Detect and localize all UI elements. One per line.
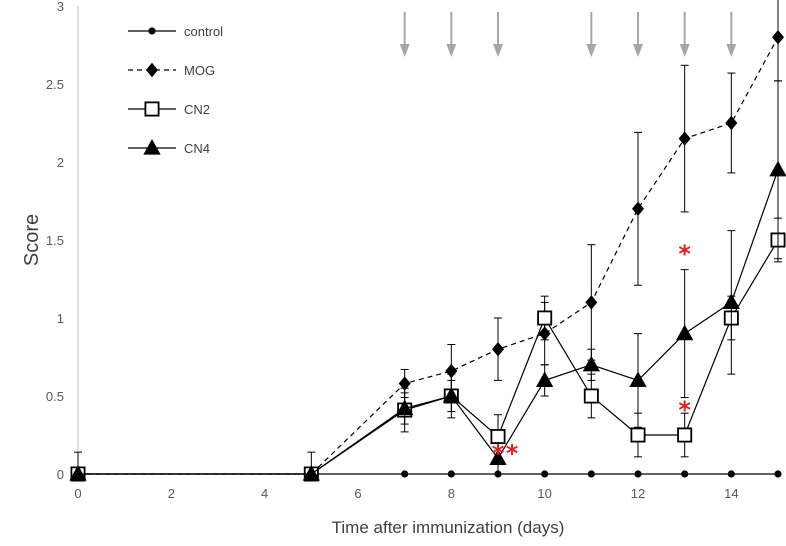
significance-star: * bbox=[492, 439, 505, 467]
data-point bbox=[69, 465, 87, 481]
y-tick-label: 2 bbox=[57, 155, 64, 170]
data-point bbox=[398, 376, 411, 391]
data-point bbox=[587, 470, 595, 478]
x-tick-label: 2 bbox=[168, 486, 175, 501]
x-tick-label: 0 bbox=[74, 486, 81, 501]
injection-arrow bbox=[633, 12, 643, 57]
significance-star: * bbox=[506, 439, 519, 467]
series-line bbox=[78, 169, 779, 475]
x-tick-label: 12 bbox=[631, 486, 645, 501]
data-point bbox=[583, 388, 599, 404]
series-layer bbox=[69, 0, 786, 482]
x-tick-label: 10 bbox=[537, 486, 551, 501]
legend-label: CN2 bbox=[184, 102, 210, 117]
injection-arrow bbox=[493, 12, 503, 57]
data-point bbox=[681, 470, 689, 478]
data-point bbox=[492, 342, 504, 357]
x-tick-label: 8 bbox=[448, 486, 455, 501]
data-point bbox=[489, 449, 507, 465]
significance-star: * bbox=[678, 396, 691, 424]
data-point bbox=[722, 293, 740, 309]
arrow-head bbox=[586, 44, 597, 57]
data-point bbox=[630, 427, 646, 443]
arrow-head bbox=[726, 44, 737, 57]
injection-arrow bbox=[399, 12, 410, 57]
series-mog bbox=[72, 0, 784, 482]
data-point bbox=[541, 470, 549, 478]
data-point bbox=[442, 387, 460, 403]
data-point bbox=[537, 310, 553, 326]
legend-marker bbox=[144, 101, 160, 117]
data-point bbox=[401, 470, 409, 478]
x-tick-label: 14 bbox=[724, 486, 738, 501]
legend-entry-control: control bbox=[128, 24, 223, 39]
legend-entry-cn4: CN4 bbox=[128, 139, 210, 156]
arrow-head bbox=[679, 44, 690, 57]
legend-entry-cn2: CN2 bbox=[128, 101, 210, 117]
significance-star: * bbox=[678, 240, 691, 268]
x-tick-label: 4 bbox=[261, 486, 268, 501]
series-line bbox=[78, 36, 779, 475]
annotations: * *** bbox=[492, 240, 692, 468]
injection-arrow bbox=[446, 12, 457, 57]
data-point bbox=[447, 470, 455, 478]
data-point bbox=[585, 295, 598, 310]
y-tick-label: 1 bbox=[57, 311, 64, 326]
injection-arrow bbox=[726, 12, 737, 57]
data-point bbox=[582, 355, 600, 372]
data-point bbox=[774, 470, 782, 478]
legend-marker bbox=[148, 27, 156, 35]
data-point bbox=[634, 470, 642, 478]
injection-arrow bbox=[586, 12, 597, 57]
series-cn4 bbox=[69, 80, 786, 481]
y-axis-title: Score bbox=[21, 214, 43, 266]
arrow-head bbox=[493, 44, 503, 57]
axes: 0 0.5 1 1.5 2 2.5 3 0 2 4 6 8 10 12 14 bbox=[46, 0, 778, 501]
legend-label: control bbox=[184, 24, 223, 39]
legend-entry-mog: MOG bbox=[128, 62, 215, 78]
data-point bbox=[536, 371, 554, 387]
data-point bbox=[677, 427, 693, 443]
legend-label: MOG bbox=[184, 63, 215, 78]
data-point bbox=[769, 160, 786, 177]
data-point bbox=[676, 324, 694, 341]
y-tick-label: 0 bbox=[57, 467, 64, 482]
legend-marker bbox=[143, 139, 161, 155]
data-point bbox=[302, 465, 320, 481]
arrow-head bbox=[446, 44, 457, 57]
data-point bbox=[632, 201, 644, 216]
arrow-head bbox=[633, 44, 643, 57]
data-point bbox=[678, 131, 691, 146]
series-line bbox=[78, 239, 779, 475]
data-point bbox=[727, 470, 735, 478]
data-point bbox=[772, 30, 784, 45]
y-tick-label: 0.5 bbox=[46, 389, 64, 404]
legend-label: CN4 bbox=[184, 141, 210, 156]
legend: control MOG CN2 CN4 bbox=[128, 24, 223, 156]
injection-arrow bbox=[679, 12, 690, 57]
x-tick-label: 6 bbox=[354, 486, 361, 501]
y-tick-label: 3 bbox=[57, 0, 64, 14]
injection-arrows bbox=[399, 12, 737, 57]
data-point bbox=[396, 399, 414, 416]
arrow-head bbox=[399, 44, 410, 57]
legend-marker bbox=[146, 62, 158, 78]
y-tick-label: 1.5 bbox=[46, 233, 64, 248]
x-axis-title: Time after immunization (days) bbox=[332, 518, 565, 537]
data-point bbox=[725, 115, 738, 131]
data-point bbox=[629, 371, 647, 387]
y-tick-label: 2.5 bbox=[46, 77, 64, 92]
